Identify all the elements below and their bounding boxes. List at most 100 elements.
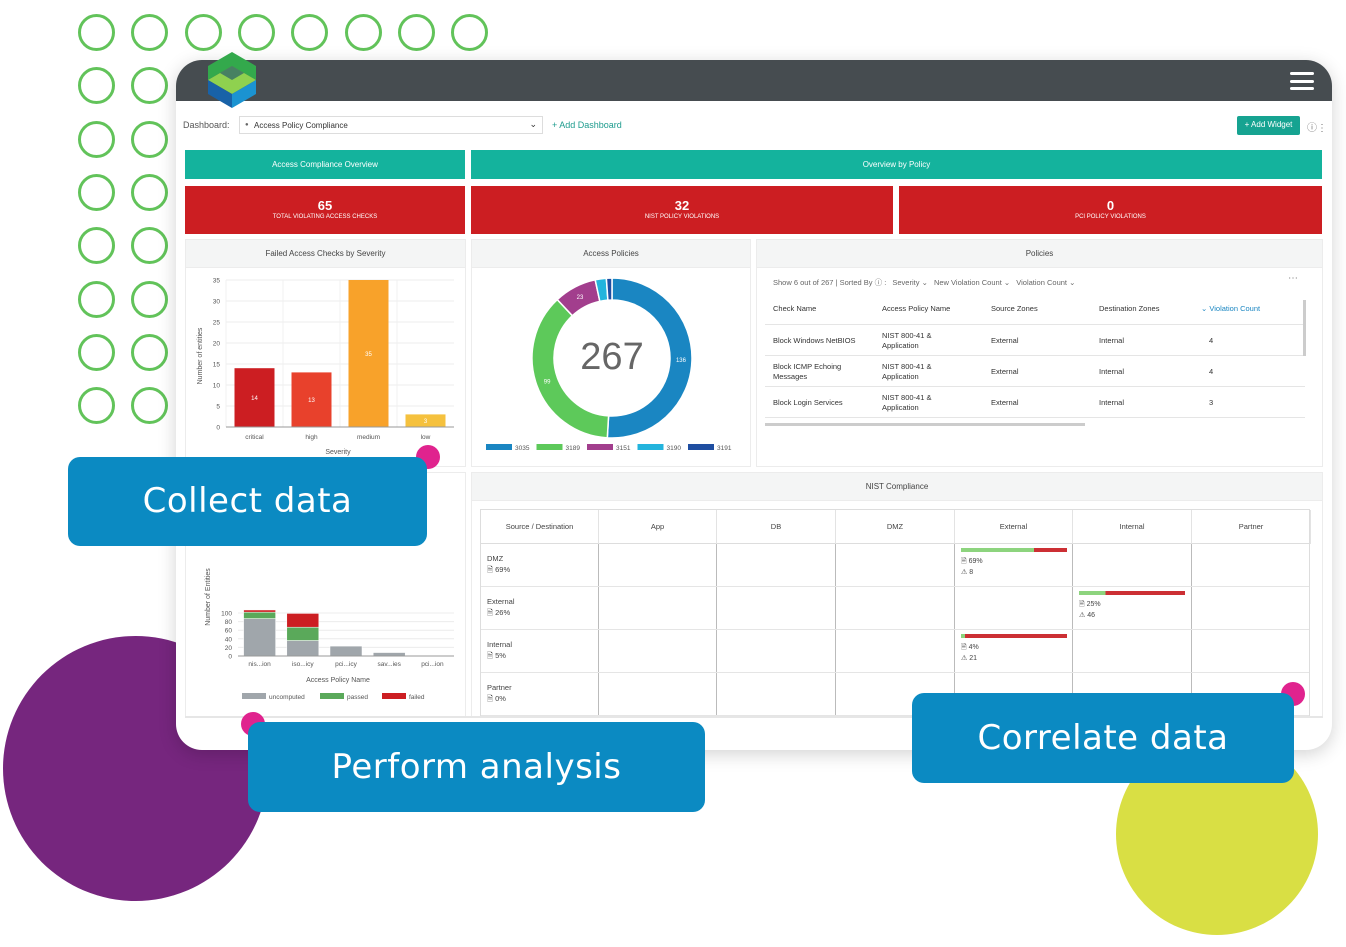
nist-row-external[interactable]: External 🗎 26% 🗎 25% ⚠ 46 bbox=[481, 587, 1309, 630]
nist-divider bbox=[835, 630, 836, 672]
bar-data-label: 14 bbox=[251, 396, 258, 402]
nist-row-label: Internal 🗎 5% bbox=[487, 639, 512, 661]
sort-new-violation[interactable]: New Violation Count bbox=[933, 278, 1002, 287]
cell-check: Block Login Services bbox=[773, 398, 843, 407]
add-widget-button[interactable]: + Add Widget bbox=[1237, 116, 1300, 135]
bar-critical bbox=[234, 368, 275, 427]
legend-swatch bbox=[320, 693, 344, 699]
more-options-icon[interactable]: ⋯ bbox=[1288, 273, 1298, 284]
col-destination-zones[interactable]: Destination Zones bbox=[1099, 304, 1160, 313]
nist-cell[interactable]: 🗎 69% ⚠ 8 bbox=[961, 548, 1067, 578]
sort-desc-icon: ⌄ bbox=[1201, 304, 1210, 313]
cell-destination: Internal bbox=[1099, 398, 1125, 407]
cell-count: ⚠ 46 bbox=[1079, 612, 1096, 619]
nist-divider bbox=[598, 673, 599, 715]
hamburger-menu-icon[interactable] bbox=[1290, 72, 1314, 90]
cell-source: External bbox=[991, 398, 1019, 407]
nist-row-label: Partner 🗎 0% bbox=[487, 682, 512, 704]
y-tick-label: 100 bbox=[221, 611, 232, 618]
nist-divider bbox=[1191, 630, 1192, 672]
info-icon: ⓘ : bbox=[874, 278, 887, 287]
x-tick-label: critical bbox=[245, 434, 264, 441]
nist-row-pct: 🗎 69% bbox=[487, 565, 511, 574]
ring-decoration bbox=[131, 227, 168, 265]
nist-col-external: External bbox=[955, 510, 1073, 544]
ring-decoration bbox=[131, 387, 168, 425]
nist-cell[interactable]: 🗎 4% ⚠ 21 bbox=[961, 634, 1067, 664]
table-row[interactable]: Block ICMP Echoing Messages NIST 800-41 … bbox=[765, 356, 1305, 387]
app-logo-icon bbox=[208, 52, 256, 108]
cell-count: 3 bbox=[1209, 398, 1214, 407]
policies-title: Policies bbox=[757, 240, 1322, 268]
ring-decoration bbox=[237, 14, 275, 51]
cell-source: External bbox=[991, 336, 1019, 345]
cell-policy: NIST 800-41 & Application bbox=[882, 362, 932, 381]
y-tick-label: 80 bbox=[225, 619, 233, 626]
nist-divider bbox=[835, 587, 836, 629]
cell-count: ⚠ 8 bbox=[961, 569, 974, 576]
severity-bar-chart: Number of entities Severity 0 5 10 15 20 25 30… bbox=[197, 278, 454, 456]
cell-check: Block Windows NetBIOS bbox=[773, 336, 856, 345]
nist-divider bbox=[1191, 587, 1192, 629]
severity-y-label: Number of entities bbox=[197, 327, 204, 384]
x-tick-label: sav...ies bbox=[378, 661, 402, 668]
nist-row-internal[interactable]: Internal 🗎 5% 🗎 4% ⚠ 21 bbox=[481, 630, 1309, 673]
add-dashboard-link[interactable]: + Add Dashboard bbox=[552, 120, 622, 130]
col-policy-name[interactable]: Access Policy Name bbox=[882, 304, 951, 313]
nist-matrix: Source / Destination App DB DMZ External Inte… bbox=[480, 509, 1311, 717]
access-policies-title: Access Policies bbox=[472, 240, 750, 268]
nist-divider bbox=[598, 544, 599, 586]
nist-divider bbox=[835, 544, 836, 586]
nist-row-dmz[interactable]: DMZ 🗎 69% 🗎 69% ⚠ 8 bbox=[481, 544, 1309, 587]
policies-summary: Show 6 out of 267 | Sorted By ⓘ : Severi… bbox=[773, 277, 1075, 288]
cell-policy: NIST 800-41 & Application bbox=[882, 331, 932, 350]
nist-divider bbox=[716, 587, 717, 629]
legend-label: failed bbox=[409, 694, 425, 701]
col-check-name[interactable]: Check Name bbox=[773, 304, 817, 313]
chevron-down-icon: ⌄ bbox=[1069, 278, 1076, 287]
stat-pci-violations: 0 PCI POLICY VIOLATIONS bbox=[899, 186, 1322, 234]
options-icon[interactable]: ⓘ⋮ bbox=[1307, 123, 1327, 134]
dashboard-select[interactable]: ● Access Policy Compliance ⌄ bbox=[239, 116, 543, 134]
col-violation-count[interactable]: ⌄ Violation Count bbox=[1201, 304, 1260, 314]
bar-failed bbox=[286, 613, 320, 628]
table-header-row: Check Name Access Policy Name Source Zon… bbox=[765, 296, 1305, 325]
sort-violation[interactable]: Violation Count bbox=[1016, 278, 1067, 287]
policies-table: Check Name Access Policy Name Source Zon… bbox=[765, 296, 1305, 418]
table-row[interactable]: Block Login Services NIST 800-41 & Appli… bbox=[765, 387, 1305, 418]
y-tick-label: 15 bbox=[213, 362, 221, 369]
nist-col-app: App bbox=[599, 510, 717, 544]
dashboard-toolbar: Dashboard: ● Access Policy Compliance ⌄ … bbox=[176, 116, 1332, 136]
bar-uncomputed bbox=[286, 640, 320, 657]
horizontal-scrollbar[interactable] bbox=[765, 423, 1085, 426]
ring-decoration bbox=[78, 173, 115, 211]
x-tick-label: iso...icy bbox=[292, 661, 314, 668]
nist-col-source-destination: Source / Destination bbox=[481, 510, 599, 544]
cell-count: 4 bbox=[1209, 336, 1214, 345]
nist-cell[interactable]: 🗎 25% ⚠ 46 bbox=[1079, 591, 1185, 621]
stat-value: 0 bbox=[1106, 198, 1115, 213]
col-source-zones[interactable]: Source Zones bbox=[991, 304, 1038, 313]
stat-caption: PCI POLICY VIOLATIONS bbox=[1075, 214, 1146, 220]
cell-count: ⚠ 21 bbox=[961, 655, 978, 662]
y-tick-label: 35 bbox=[213, 278, 221, 285]
ring-decoration bbox=[184, 14, 222, 51]
nist-divider bbox=[598, 587, 599, 629]
bar-low bbox=[405, 414, 446, 427]
vertical-scrollbar[interactable] bbox=[1303, 300, 1306, 356]
legend-swatch bbox=[637, 444, 664, 450]
bar-data-label: 35 bbox=[365, 352, 372, 358]
chevron-down-icon: ⌄ bbox=[1003, 278, 1011, 287]
policy-y-label: Number of Entities bbox=[205, 568, 212, 626]
table-row[interactable]: Block Windows NetBIOS NIST 800-41 & Appl… bbox=[765, 325, 1305, 356]
nist-divider bbox=[1072, 630, 1073, 672]
footer-divider bbox=[185, 716, 1323, 718]
compliance-progress-bar bbox=[1079, 591, 1185, 595]
stat-value: 32 bbox=[674, 198, 690, 213]
sort-severity[interactable]: Severity bbox=[892, 278, 920, 287]
ring-decoration bbox=[291, 14, 329, 51]
ring-decoration bbox=[131, 333, 168, 371]
stat-caption: TOTAL VIOLATING ACCESS CHECKS bbox=[272, 214, 378, 220]
severity-chart-card: Failed Access Checks by Severity Number … bbox=[185, 239, 466, 467]
